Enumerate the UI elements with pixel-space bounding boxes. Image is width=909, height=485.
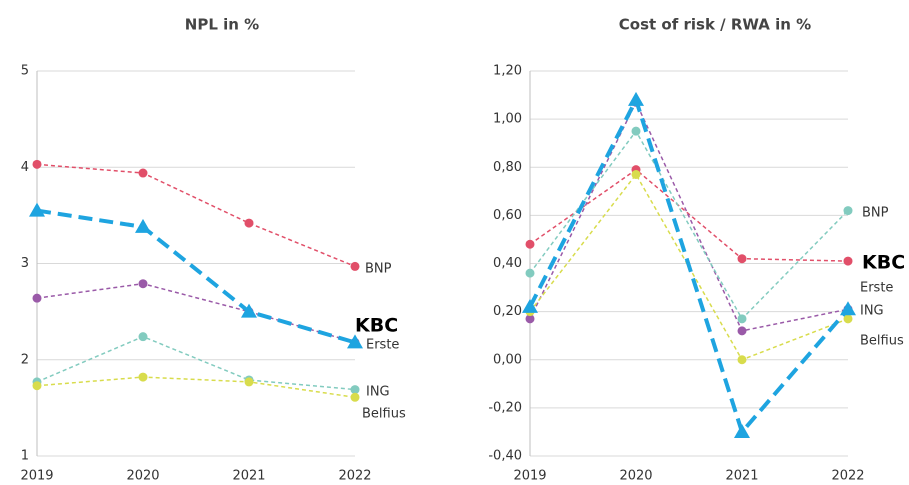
marker (631, 169, 641, 179)
series-line (529, 129, 849, 321)
marker (135, 218, 151, 233)
y-tick-label: 0,60 (493, 208, 522, 223)
marker (32, 293, 42, 303)
series-label: BNP (862, 206, 889, 221)
series-line (36, 163, 356, 268)
marker (241, 303, 257, 318)
series-line (528, 94, 850, 436)
x-tick-label: 2021 (232, 469, 265, 484)
marker (628, 91, 644, 106)
x-tick-label: 2019 (20, 469, 53, 484)
marker (350, 392, 360, 402)
y-tick-label: 1 (21, 449, 29, 464)
marker (734, 423, 750, 438)
series-line (36, 282, 356, 344)
series-line (529, 100, 849, 332)
y-tick-label: 1,00 (493, 112, 522, 127)
series-label: ING (366, 385, 390, 400)
series-label: Erste (366, 338, 399, 353)
y-tick-label: 3 (21, 256, 29, 271)
marker (843, 314, 853, 324)
x-tick-label: 2022 (338, 469, 371, 484)
y-tick-label: -0,20 (488, 400, 522, 415)
y-tick-label: 0,40 (493, 256, 522, 271)
x-tick-label: 2019 (513, 469, 546, 484)
marker (737, 254, 747, 264)
marker (347, 334, 363, 349)
marker (525, 268, 535, 278)
marker (138, 168, 148, 178)
x-tick-label: 2020 (619, 469, 652, 484)
series-label: BNP (365, 262, 392, 277)
y-tick-label: 4 (21, 160, 29, 175)
marker (138, 279, 148, 289)
y-tick-label: -0,40 (488, 449, 522, 464)
series-label: ING (860, 304, 884, 319)
series-line (36, 335, 356, 391)
y-tick-label: 2 (21, 352, 29, 367)
marker (737, 355, 747, 365)
series-label: Belfius (860, 334, 904, 349)
marker (32, 381, 42, 391)
x-tick-label: 2021 (725, 469, 758, 484)
y-tick-label: 0,20 (493, 304, 522, 319)
series-label: KBC (862, 252, 905, 274)
marker (840, 301, 856, 316)
marker (244, 377, 254, 387)
y-tick-label: 0,00 (493, 352, 522, 367)
marker (32, 159, 42, 169)
series-label: KBC (355, 315, 398, 337)
marker (843, 206, 853, 216)
marker (843, 256, 853, 266)
chart-title: NPL in % (185, 16, 259, 34)
marker (138, 372, 148, 382)
marker (29, 202, 45, 217)
marker (737, 326, 747, 336)
chart-title: Cost of risk / RWA in % (619, 16, 811, 34)
series-label: Belfius (362, 407, 406, 422)
marker (737, 314, 747, 324)
y-tick-label: 0,80 (493, 160, 522, 175)
marker (350, 261, 360, 271)
marker (138, 332, 148, 342)
series-label: Erste (860, 281, 893, 296)
marker (244, 218, 254, 228)
x-tick-label: 2022 (831, 469, 864, 484)
marker (525, 314, 535, 324)
y-tick-label: 5 (21, 64, 29, 79)
y-tick-label: 1,20 (493, 64, 522, 79)
marker (631, 126, 641, 136)
x-tick-label: 2020 (126, 469, 159, 484)
series-line (36, 208, 356, 345)
series-line (36, 376, 356, 399)
marker (522, 298, 538, 313)
marker (525, 239, 535, 249)
marker (350, 385, 360, 395)
